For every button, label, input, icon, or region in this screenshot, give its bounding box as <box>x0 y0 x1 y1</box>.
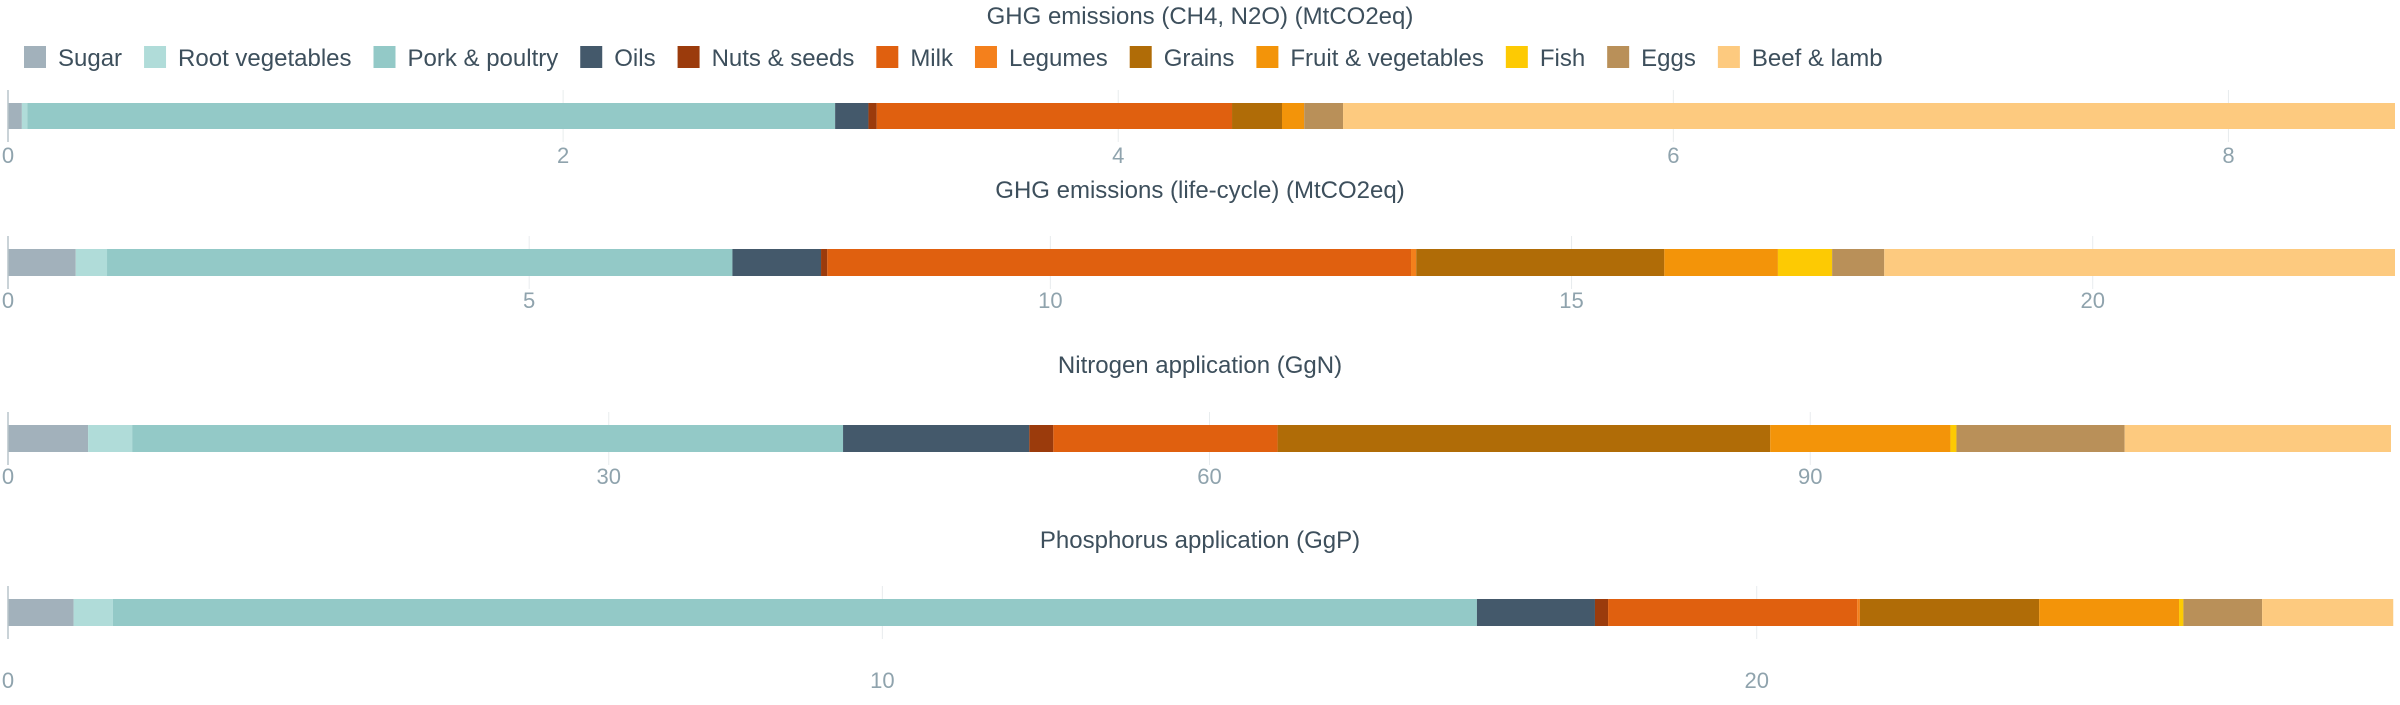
bar-segment-0-8 <box>1281 103 1305 129</box>
bar-segment-2-11 <box>2124 425 2391 452</box>
panel-title-1: GHG emissions (life-cycle) (MtCO2eq) <box>995 177 1404 204</box>
tick-label-2-1: 30 <box>597 464 621 489</box>
bar-segment-0-3 <box>835 103 869 129</box>
tick-label-0-3: 6 <box>1667 143 1679 168</box>
panel-title-3: Phosphorus application (GgP) <box>1040 527 1360 554</box>
tick-label-2-3: 90 <box>1798 464 1822 489</box>
tick-label-0-2: 4 <box>1112 143 1124 168</box>
bar-segment-1-0 <box>8 249 76 276</box>
tick-label-3-0: 0 <box>2 668 14 693</box>
legend-swatch-2 <box>373 46 396 68</box>
legend-swatch-3 <box>580 46 603 68</box>
bar-segment-3-10 <box>2183 599 2263 626</box>
panel-title-2: Nitrogen application (GgN) <box>1058 352 1342 379</box>
tick-label-1-1: 5 <box>523 288 535 313</box>
tick-label-2-2: 60 <box>1197 464 1221 489</box>
bar-segment-2-0 <box>8 425 89 452</box>
legend-label-6: Legumes <box>1009 45 1108 72</box>
tick-label-1-3: 15 <box>1559 288 1583 313</box>
bar-segment-2-9 <box>1950 425 1957 452</box>
bar-segment-0-10 <box>1304 103 1344 129</box>
bar-segment-2-1 <box>88 425 133 452</box>
tick-label-1-2: 10 <box>1038 288 1062 313</box>
bar-segment-2-3 <box>843 425 1030 452</box>
bar-segment-3-11 <box>2262 599 2394 626</box>
bar-segment-1-6 <box>1411 249 1417 276</box>
legend-label-10: Eggs <box>1641 45 1696 72</box>
legend-swatch-9 <box>1505 46 1528 68</box>
tick-label-3-1: 10 <box>870 668 894 693</box>
bar-segment-3-1 <box>73 599 113 626</box>
bar-segment-1-11 <box>1884 249 2395 276</box>
legend-swatch-1 <box>144 46 167 68</box>
bar-segment-1-2 <box>107 249 733 276</box>
bar-segment-3-2 <box>112 599 1477 626</box>
panel-title-0: GHG emissions (CH4, N2O) (MtCO2eq) <box>987 3 1414 30</box>
legend-swatch-5 <box>876 46 899 68</box>
bar-segment-3-5 <box>1608 599 1858 626</box>
tick-label-0-1: 2 <box>557 143 569 168</box>
bar-segment-1-8 <box>1664 249 1778 276</box>
legend-swatch-11 <box>1717 46 1740 68</box>
bar-segment-0-11 <box>1343 103 2395 129</box>
bar-segment-2-5 <box>1053 425 1278 452</box>
tick-label-0-4: 8 <box>2222 143 2234 168</box>
bar-segment-2-7 <box>1277 425 1771 452</box>
bar-segment-0-2 <box>27 103 836 129</box>
legend-label-4: Nuts & seeds <box>712 45 855 72</box>
legend-swatch-10 <box>1607 46 1630 68</box>
legend-label-9: Fish <box>1540 45 1585 72</box>
legend-swatch-6 <box>974 46 997 68</box>
bar-segment-2-8 <box>1770 425 1951 452</box>
bar-segment-0-5 <box>876 103 1233 129</box>
legend-label-5: Milk <box>910 45 954 72</box>
bar-segment-3-4 <box>1594 599 1609 626</box>
legend-label-11: Beef & lamb <box>1752 45 1883 72</box>
legend-swatch-7 <box>1129 46 1152 68</box>
legend-label-0: Sugar <box>58 45 122 72</box>
bar-segment-2-4 <box>1029 425 1054 452</box>
bar-segment-1-9 <box>1777 249 1833 276</box>
bar-segment-1-5 <box>827 249 1412 276</box>
legend-swatch-4 <box>677 46 700 68</box>
bar-segment-3-8 <box>2039 599 2180 626</box>
tick-label-3-2: 20 <box>1744 668 1768 693</box>
bar-segment-0-7 <box>1232 103 1282 129</box>
bar-segment-1-1 <box>75 249 108 276</box>
legend-label-7: Grains <box>1164 45 1235 72</box>
legend-label-1: Root vegetables <box>178 45 351 72</box>
tick-label-1-0: 0 <box>2 288 14 313</box>
legend-swatch-0 <box>24 46 46 68</box>
bar-segment-2-10 <box>1956 425 2125 452</box>
legend-label-3: Oils <box>614 45 655 72</box>
bar-segment-1-3 <box>732 249 822 276</box>
tick-label-1-4: 20 <box>2080 288 2104 313</box>
bar-segment-1-10 <box>1832 249 1885 276</box>
legend-label-2: Pork & poultry <box>408 45 559 72</box>
bar-segment-3-0 <box>8 599 74 626</box>
bar-segment-0-1 <box>21 103 28 129</box>
bar-segment-3-6 <box>1857 599 1860 626</box>
bar-segment-0-0 <box>8 103 22 129</box>
legend-swatch-8 <box>1256 46 1279 68</box>
bar-segment-1-4 <box>821 249 828 276</box>
legend-label-8: Fruit & vegetables <box>1290 45 1483 72</box>
bar-segment-0-4 <box>868 103 877 129</box>
tick-label-0-0: 0 <box>2 143 14 168</box>
bar-segment-1-7 <box>1416 249 1665 276</box>
bar-segment-3-9 <box>2179 599 2184 626</box>
bar-segment-2-2 <box>132 425 844 452</box>
bar-segment-3-7 <box>1859 599 2040 626</box>
bar-segment-3-3 <box>1476 599 1595 626</box>
tick-label-2-0: 0 <box>2 464 14 489</box>
